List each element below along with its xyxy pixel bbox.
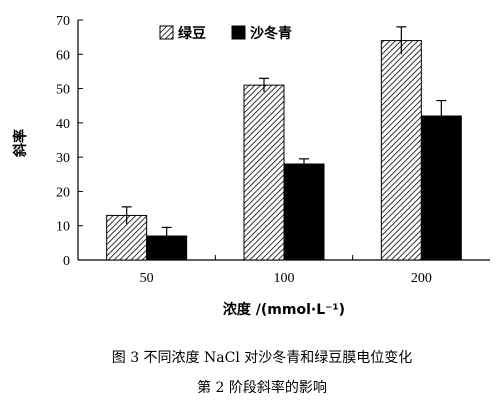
- bar-series-2: [283, 163, 325, 261]
- y-tick-label: 50: [56, 83, 70, 98]
- y-tick-label: 10: [56, 220, 70, 235]
- y-tick-label: 0: [63, 254, 70, 269]
- y-axis-label: 斜率: [12, 129, 29, 158]
- y-tick-label: 70: [56, 14, 70, 29]
- axes: 0 10 20 30 40 50 60 70 50 100 200: [56, 14, 490, 286]
- x-tick-label: 200: [411, 271, 432, 286]
- legend-swatch: [159, 25, 174, 40]
- caption-line-2: 第 2 阶段斜率的影响: [197, 379, 327, 396]
- x-tick-label: 50: [140, 271, 154, 286]
- bar-series-1: [243, 84, 285, 261]
- bar-series-1: [380, 40, 422, 261]
- x-axis-label: 浓度 /(mmol·L⁻¹): [223, 301, 345, 318]
- legend-label: 绿豆: [178, 25, 206, 42]
- legend-swatch: [231, 25, 246, 40]
- x-tick-label: 100: [274, 271, 295, 286]
- y-tick-label: 20: [56, 185, 70, 200]
- legend: 绿豆 沙冬青: [159, 25, 292, 42]
- legend-label: 沙冬青: [250, 25, 292, 42]
- labels: 斜率 浓度 /(mmol·L⁻¹) 图 3 不同浓度 NaCl 对沙冬青和绿豆膜…: [12, 129, 412, 396]
- y-tick-label: 60: [56, 48, 70, 63]
- caption-line-1: 图 3 不同浓度 NaCl 对沙冬青和绿豆膜电位变化: [112, 350, 413, 366]
- bars: [106, 26, 462, 261]
- bar-series-2: [420, 115, 462, 261]
- y-tick-label: 40: [56, 117, 70, 132]
- y-tick-label: 30: [56, 151, 70, 166]
